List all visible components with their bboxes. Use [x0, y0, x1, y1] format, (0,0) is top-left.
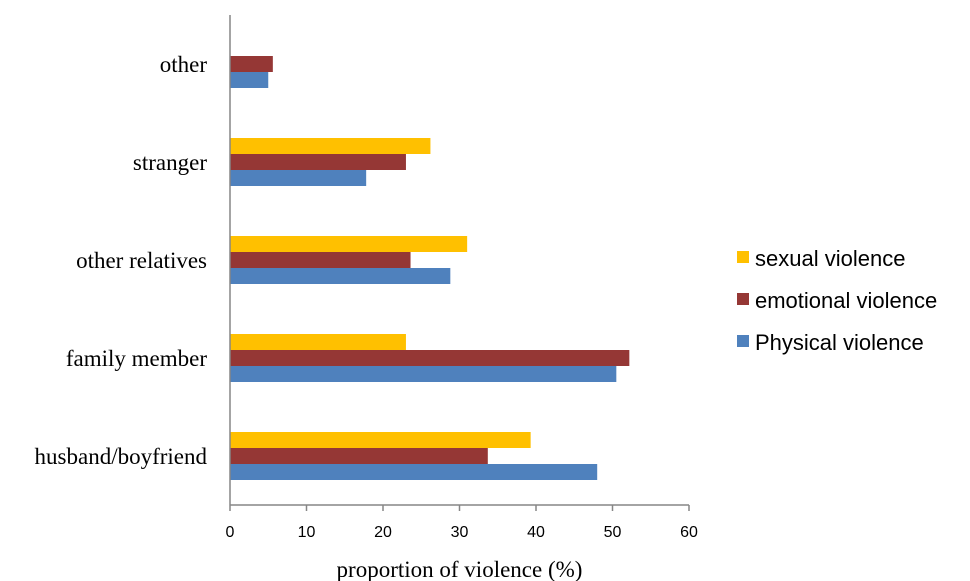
- bar-sexual-violence-stranger: [230, 138, 431, 154]
- x-tick-label: 20: [374, 524, 392, 541]
- bar-physical-violence-stranger: [230, 170, 367, 186]
- x-tick-label: 10: [298, 524, 316, 541]
- x-axis-title: proportion of violence (%): [337, 557, 583, 581]
- bar-physical-violence-other: [230, 72, 269, 88]
- x-tick-label: 60: [680, 524, 698, 541]
- legend-label: Physical violence: [755, 330, 924, 355]
- bar-physical-violence-husband-boyfriend: [230, 464, 598, 480]
- bar-emotional-violence-husband-boyfriend: [230, 448, 488, 464]
- bar-sexual-violence-family-member: [230, 334, 406, 350]
- legend: sexual violence emotional violence Physica…: [737, 246, 937, 355]
- category-labels: husband/boyfriend family member other rela…: [35, 52, 208, 469]
- legend-label: emotional violence: [755, 288, 937, 313]
- bar-physical-violence-other-relatives: [230, 268, 451, 284]
- legend-swatch: [737, 335, 749, 347]
- bar-sexual-violence-husband-boyfriend: [230, 432, 531, 448]
- x-tick-label: 30: [451, 524, 469, 541]
- category-label: husband/boyfriend: [35, 444, 208, 469]
- bar-emotional-violence-family-member: [230, 350, 630, 366]
- x-axis-ticks: 0 10 20 30 40 50 60: [226, 505, 698, 541]
- bar-emotional-violence-stranger: [230, 154, 406, 170]
- legend-swatch: [737, 251, 749, 263]
- legend-label: sexual violence: [755, 246, 905, 271]
- legend-swatch: [737, 293, 749, 305]
- bar-emotional-violence-other: [230, 56, 273, 72]
- x-tick-label: 50: [604, 524, 622, 541]
- bars-group: [230, 56, 630, 480]
- category-label: stranger: [133, 150, 207, 175]
- x-tick-label: 40: [527, 524, 545, 541]
- category-label: other: [160, 52, 208, 77]
- x-tick-label: 0: [226, 524, 235, 541]
- bar-emotional-violence-other-relatives: [230, 252, 411, 268]
- category-label: family member: [66, 346, 207, 371]
- bar-sexual-violence-other-relatives: [230, 236, 468, 252]
- category-label: other relatives: [76, 248, 207, 273]
- bar-physical-violence-family-member: [230, 366, 617, 382]
